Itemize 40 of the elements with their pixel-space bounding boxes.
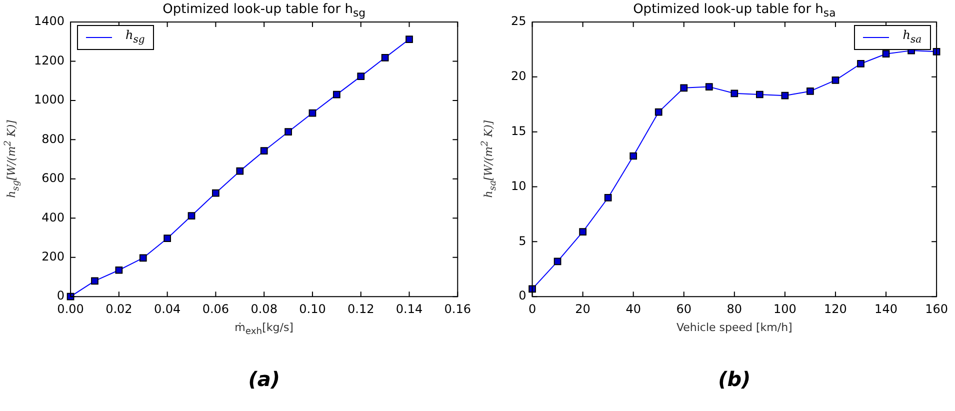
- x-tick-label: 0.02: [106, 302, 132, 316]
- y-tick-label: 800: [42, 132, 65, 146]
- x-tick-label: 0.14: [396, 302, 423, 316]
- x-tick-label: 0.16: [444, 302, 471, 316]
- y-tick-label: 200: [42, 249, 65, 264]
- y-tick-label: 1200: [34, 53, 65, 68]
- x-tick-label: 0.08: [250, 302, 278, 316]
- y-tick-label: 600: [42, 171, 65, 186]
- x-axis-title: Vehicle speed [km/h]: [675, 320, 794, 334]
- y-tick-label: 10: [510, 178, 526, 193]
- x-axis-title: ṁ$_{exh}$[kg/s]: [234, 320, 294, 337]
- x-tick-label: 120: [824, 302, 847, 316]
- chart-title: Optimized look-up table for h$_{sg}$: [162, 2, 366, 20]
- y-tick-label: 20: [510, 69, 526, 84]
- y-tick-label: 0: [518, 288, 526, 303]
- x-tick-label: 60: [676, 302, 692, 316]
- y-tick-label: 1400: [34, 14, 65, 28]
- x-tick-label: 0.10: [299, 302, 326, 316]
- x-tick-label: 140: [874, 302, 898, 316]
- chart-title: Optimized look-up table for h$_{sa}$: [632, 2, 837, 20]
- y-tick-label: 15: [510, 124, 526, 138]
- text: (a): [247, 367, 281, 391]
- x-tick-label: 40: [626, 302, 641, 316]
- x-tick-label: 0.00: [57, 302, 84, 316]
- legend-label: h$_{sg}$: [126, 27, 145, 48]
- y-tick-label: 5: [518, 234, 526, 248]
- legend-label: h$_{sa}$: [902, 27, 922, 48]
- y-tick-label: 25: [510, 14, 526, 28]
- x-tick-label: 100: [773, 302, 796, 316]
- x-tick-label: 0: [528, 302, 536, 316]
- text: (b): [717, 367, 752, 391]
- y-tick-label: 400: [42, 210, 65, 224]
- y-tick-label: 0: [56, 288, 65, 303]
- x-tick-label: 160: [925, 302, 948, 316]
- x-tick-label: 20: [575, 302, 590, 316]
- y-tick-label: 1000: [34, 92, 65, 107]
- x-tick-label: 0.12: [348, 302, 374, 316]
- x-tick-label: 0.04: [154, 302, 181, 316]
- x-tick-label: 0.06: [202, 302, 230, 316]
- x-tick-label: 80: [726, 302, 742, 316]
